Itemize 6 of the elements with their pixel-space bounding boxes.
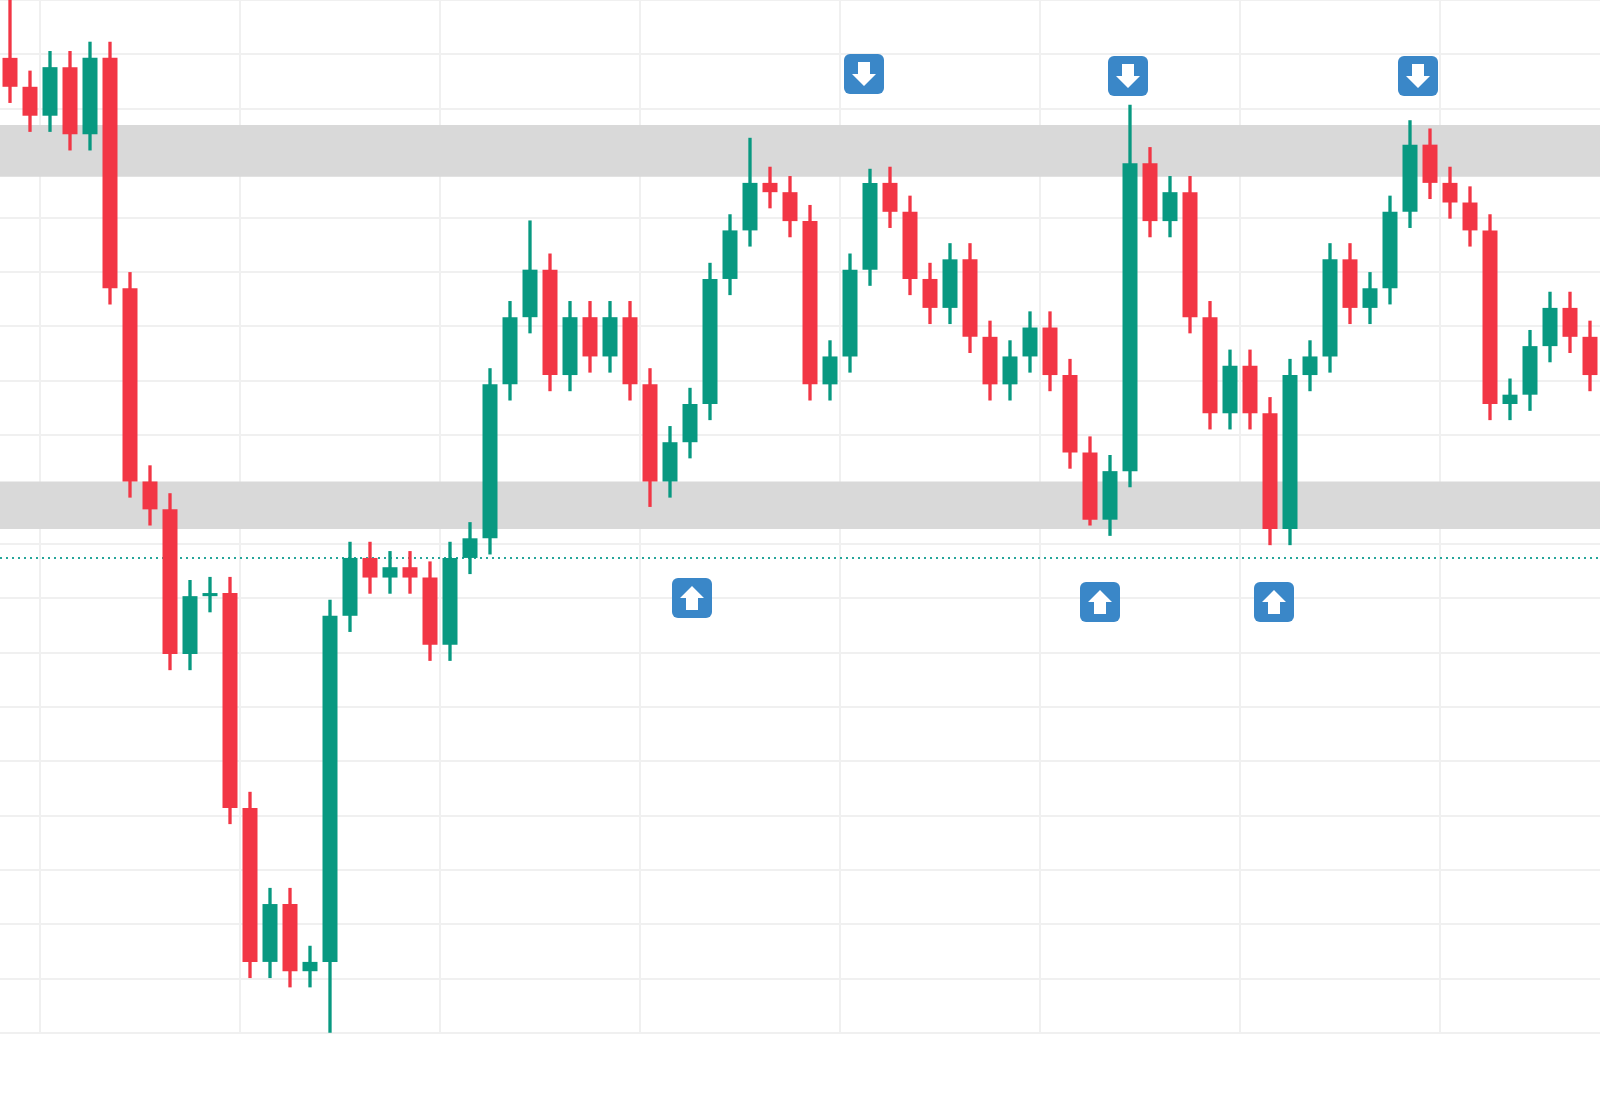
candlestick: [302, 945, 318, 988]
candlestick: [382, 551, 398, 594]
candlestick: [1502, 378, 1518, 421]
candlestick: [762, 166, 778, 209]
candlestick: [202, 576, 218, 613]
candlestick: [402, 551, 418, 594]
